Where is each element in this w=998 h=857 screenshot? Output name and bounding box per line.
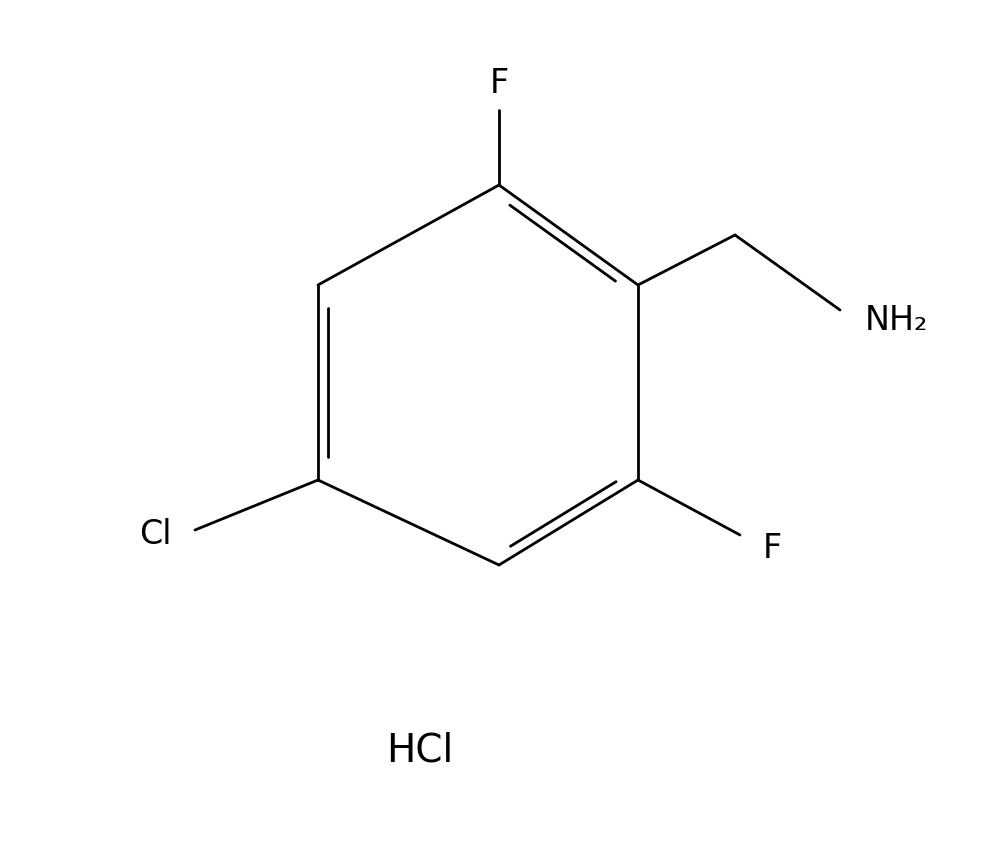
- Text: HCl: HCl: [386, 731, 454, 769]
- Text: NH₂: NH₂: [865, 303, 928, 337]
- Text: F: F: [763, 531, 782, 565]
- Text: Cl: Cl: [140, 518, 172, 552]
- Text: F: F: [489, 67, 509, 99]
